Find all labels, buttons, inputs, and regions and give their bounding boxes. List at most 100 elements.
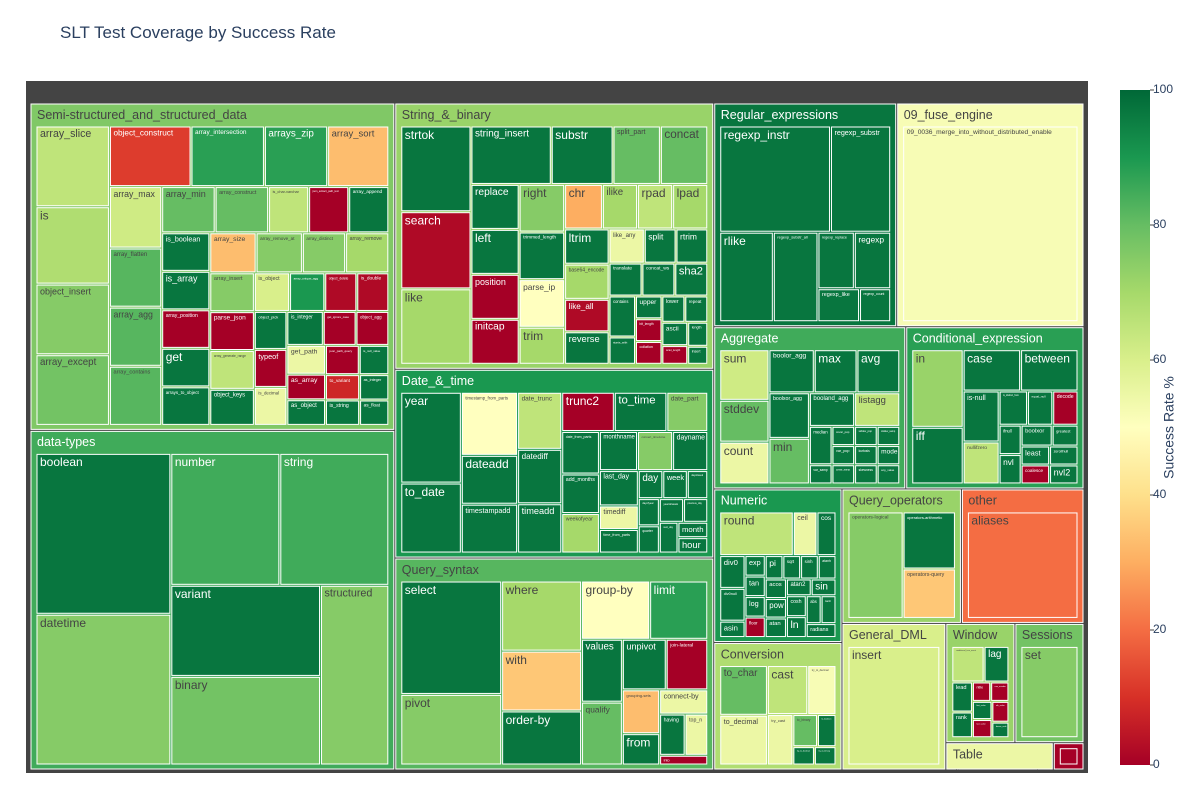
tile-label: sin <box>815 581 828 592</box>
tile-label: unpivot <box>626 642 656 652</box>
tile-label: data-types <box>37 435 95 449</box>
leaf-tile <box>806 624 836 638</box>
tile-label: datediff <box>522 452 549 461</box>
tile-label: dayname <box>677 434 706 441</box>
tile-label: string <box>284 455 313 469</box>
tile-label: base64_encode <box>569 267 605 273</box>
leaf-tile <box>720 715 767 765</box>
tile-label: sha2 <box>679 265 703 277</box>
leaf-tile <box>36 284 109 355</box>
tile-label: operators-query <box>907 572 945 578</box>
leaf-tile <box>999 455 1021 484</box>
leaf-tile <box>972 720 992 738</box>
leaf-tile <box>519 280 565 327</box>
leaf-tile <box>765 579 786 599</box>
leaf-tile <box>720 350 769 400</box>
tile-label: General_DML <box>849 628 927 642</box>
leaf-tile <box>614 392 667 431</box>
leaf-tile <box>912 350 963 427</box>
leaf-tile <box>684 499 708 522</box>
leaf-tile <box>321 585 389 765</box>
tile-label: arrays_to_object <box>166 390 200 395</box>
leaf-tile <box>191 126 264 187</box>
leaf-tile <box>162 233 210 271</box>
leaf-tile <box>673 184 708 229</box>
tile-label: operators-arithmetic <box>907 515 942 520</box>
tile-label: covar_pop <box>836 430 850 434</box>
tile-label: as_object <box>291 403 317 409</box>
tile-label: is_string <box>329 403 348 409</box>
leaf-tile <box>599 431 637 471</box>
tile-label: boolxor_agg <box>773 396 802 402</box>
tile-label: aliases <box>971 514 1008 528</box>
leaf-tile <box>1050 446 1078 465</box>
leaf-tile <box>323 311 356 345</box>
leaf-tile <box>1021 646 1078 738</box>
leaf-tile <box>903 512 955 569</box>
tile-label: row_number <box>995 686 1006 688</box>
leaf-tile <box>991 682 1009 701</box>
leaf-tile <box>769 438 809 484</box>
leaf-tile <box>855 393 900 426</box>
leaf-tile <box>565 184 602 229</box>
tile-label: ltrim <box>569 231 592 245</box>
leaf-tile <box>518 392 562 449</box>
colorbar-tick-label: 40 <box>1153 487 1167 501</box>
leaf-tile <box>818 289 860 322</box>
tile-label: split <box>648 231 664 241</box>
leaf-tile <box>773 232 818 322</box>
tile-label: hour <box>682 540 701 550</box>
tile-label: is-null <box>967 394 986 402</box>
tile-label: rtrim <box>680 231 697 241</box>
leaf-tile <box>769 393 809 438</box>
leaf-tile <box>162 310 210 348</box>
leaf-tile <box>660 690 708 714</box>
tile-label: booland_agg <box>813 396 848 402</box>
leaf-tile <box>992 701 1009 722</box>
tile-label: Window <box>953 628 998 642</box>
leaf-tile <box>903 126 1078 322</box>
leaf-tile <box>809 393 855 426</box>
tile-label: typeof <box>258 352 279 361</box>
tile-label: collation <box>640 345 653 349</box>
tile-label: max <box>818 352 841 366</box>
tile-label: least <box>1025 449 1040 458</box>
tile-label: upper <box>640 299 658 306</box>
leaf-tile <box>210 389 254 425</box>
tile-label: length <box>692 326 702 330</box>
colorbar-tick-label: 80 <box>1153 217 1167 231</box>
leaf-tile <box>519 232 565 280</box>
tile-label: sum <box>724 352 747 366</box>
leaf-tile <box>254 273 290 311</box>
tile-label: insert <box>852 648 882 662</box>
leaf-tile <box>401 126 471 212</box>
tile-label: tan <box>749 579 759 588</box>
tile-label: is_double <box>361 275 382 281</box>
leaf-tile <box>877 446 900 465</box>
tile-label: reverse <box>569 334 600 344</box>
leaf-tile <box>660 126 708 184</box>
leaf-tile <box>562 474 599 514</box>
leaf-tile <box>162 187 215 233</box>
leaf-tile <box>613 126 660 184</box>
leaf-tile <box>952 682 972 712</box>
tile-label: to_boolean <box>822 717 832 720</box>
tile-label: object_construct <box>113 129 173 138</box>
leaf-tile <box>256 233 302 273</box>
tile-label: result_scan <box>1033 769 1043 772</box>
leaf-tile <box>36 453 171 614</box>
tile-label: regexp_substr <box>834 129 880 137</box>
tile-label: having <box>664 717 679 723</box>
tile-label: in <box>916 352 925 366</box>
tile-label: regexp_substr_all <box>777 236 807 240</box>
leaf-tile <box>162 348 210 387</box>
tile-label: is_null_value <box>363 349 380 353</box>
tile-label: search <box>405 214 441 228</box>
leaf-tile <box>582 639 622 702</box>
leaf-tile <box>638 526 659 553</box>
tile-label: cos <box>821 515 832 522</box>
leaf-tile <box>818 556 836 579</box>
tile-label: structured <box>325 588 373 600</box>
tile-label: Regular_expressions <box>721 108 838 122</box>
